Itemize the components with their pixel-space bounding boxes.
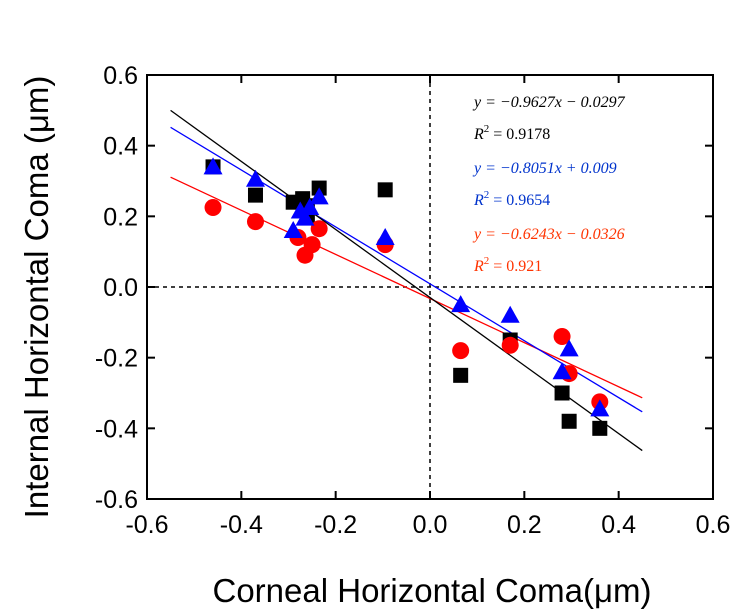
triangle-point xyxy=(590,399,610,417)
circle-point xyxy=(501,336,519,354)
y-tick-label: -0.4 xyxy=(95,415,138,443)
y-tick-label: 0.2 xyxy=(103,203,138,231)
regression-annotations: y = −0.9627x − 0.0297 R2 = 0.9178 y = −0.8… xyxy=(472,94,626,275)
x-tick-label: 0.6 xyxy=(696,511,731,539)
x-tick-label: -0.6 xyxy=(125,511,168,539)
triangle-point xyxy=(500,305,520,323)
square-point xyxy=(554,385,570,401)
triangle-point xyxy=(375,228,395,246)
circle-point xyxy=(310,220,328,238)
regression-equation: y = −0.8051x + 0.009 xyxy=(472,160,617,177)
regression-equation: y = −0.6243x − 0.0326 xyxy=(472,226,625,243)
circle-point xyxy=(452,342,470,360)
triangle-point xyxy=(451,295,471,313)
y-tick-label: 0.6 xyxy=(103,62,138,90)
triangle-point xyxy=(203,157,223,175)
triangle-point xyxy=(552,362,572,380)
x-axis-title: Corneal Horizontal Coma(μm) xyxy=(213,572,652,609)
circle-point xyxy=(303,236,321,254)
regression-equation: y = −0.9627x − 0.0297 xyxy=(472,94,626,111)
y-axis-ticks: 0.6 0.4 0.2 0.0 -0.2 -0.4 -0.6 xyxy=(95,62,713,514)
x-axis-ticks: -0.6 -0.4 -0.2 0.0 0.2 0.4 0.6 xyxy=(125,75,730,539)
triangle-point xyxy=(300,198,320,215)
reference-lines xyxy=(147,75,713,499)
square-point xyxy=(561,413,577,429)
x-tick-label: -0.2 xyxy=(314,511,357,539)
triangle-point xyxy=(245,169,265,187)
triangle-point xyxy=(309,187,329,205)
x-tick-label: -0.4 xyxy=(220,511,263,539)
triangle-point xyxy=(559,339,579,357)
square-point xyxy=(453,367,469,383)
circle-fit-line xyxy=(170,176,643,399)
y-tick-label: 0.0 xyxy=(103,274,138,302)
x-tick-label: 0.2 xyxy=(507,511,542,539)
circle-point xyxy=(246,213,264,231)
triangle-point xyxy=(295,208,315,226)
triangle-point xyxy=(283,220,303,238)
r-squared-value: R2 = 0.9654 xyxy=(473,189,550,209)
r-squared-value: R2 = 0.9178 xyxy=(473,123,550,143)
square-point xyxy=(592,420,608,436)
y-tick-label: -0.2 xyxy=(95,345,138,373)
y-tick-label: 0.4 xyxy=(103,133,138,161)
y-axis-title: Internal Horizontal Coma (μm) xyxy=(18,76,55,519)
y-tick-label: -0.6 xyxy=(95,486,138,514)
r-squared-value: R2 = 0.921 xyxy=(473,255,542,275)
circle-point xyxy=(553,327,571,345)
square-point xyxy=(377,182,393,198)
x-tick-label: 0.0 xyxy=(413,511,448,539)
x-tick-label: 0.4 xyxy=(601,511,636,539)
square-point xyxy=(247,187,263,203)
circle-point xyxy=(204,199,222,216)
triangle-fit-line xyxy=(170,126,643,413)
data-points xyxy=(203,157,610,436)
